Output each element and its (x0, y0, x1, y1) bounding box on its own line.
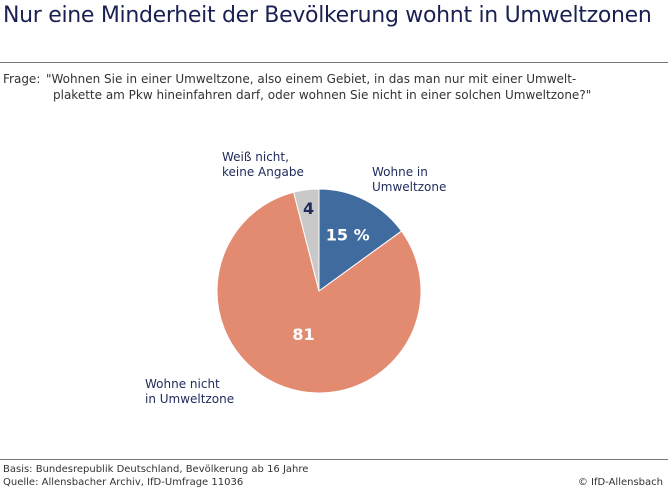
label-line: in Umweltzone (145, 392, 235, 406)
pie-slice (216, 191, 422, 394)
label-line: Weiß nicht, (222, 150, 289, 164)
label-line: Wohne nicht (145, 377, 220, 391)
footer-basis: Basis: Bundesrepublik Deutschland, Bevöl… (3, 464, 309, 475)
chart-title: Nur eine Minderheit der Bevölkerung wohn… (3, 3, 652, 28)
label-in-zone: Wohne in Umweltzone (372, 165, 446, 195)
label-not-in-zone: Wohne nicht in Umweltzone (145, 377, 234, 407)
pie-slice (293, 188, 320, 292)
slice-value-label: 15 % (326, 226, 370, 245)
question-line-2: plakette am Pkw hineinfahren darf, oder … (53, 88, 592, 102)
footer-source: Quelle: Allensbacher Archiv, IfD-Umfrage… (3, 477, 244, 488)
slice-value-label: 4 (303, 199, 314, 218)
footer-copyright: © IfD-Allensbach (577, 477, 663, 488)
question-line-1: "Wohnen Sie in einer Umweltzone, also ei… (46, 72, 577, 86)
divider (0, 62, 668, 63)
question-prefix: Frage: (3, 72, 41, 86)
slice-value-label: 81 (292, 325, 314, 344)
label-line: Wohne in (372, 165, 428, 179)
footer-divider (0, 459, 668, 460)
pie-slice (318, 188, 403, 292)
label-line: Umweltzone (372, 180, 447, 194)
label-dont-know: Weiß nicht, keine Angabe (222, 150, 304, 180)
label-line: keine Angabe (222, 165, 304, 179)
